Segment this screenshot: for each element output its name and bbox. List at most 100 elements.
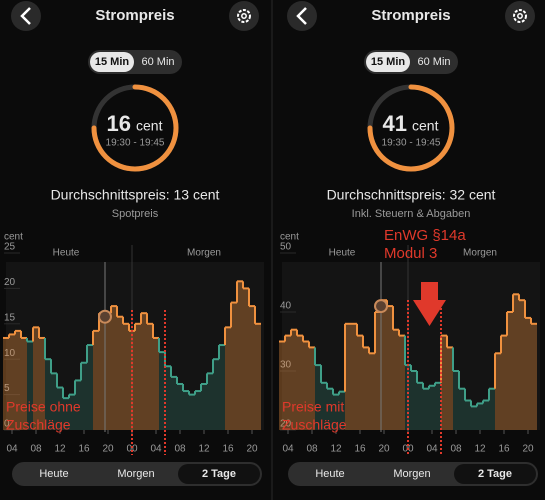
average-price: Durchschnittspreis: 13 cent xyxy=(51,187,220,203)
price-area xyxy=(201,383,207,430)
title: Strompreis xyxy=(371,7,450,24)
price-area xyxy=(69,394,75,430)
price-area xyxy=(507,312,513,430)
x-tick-label: 20 xyxy=(102,444,114,455)
toggle-option[interactable]: 15 Min xyxy=(95,56,130,68)
price-area xyxy=(183,391,189,430)
price-area xyxy=(453,371,459,430)
price-area xyxy=(501,335,507,430)
price-area xyxy=(213,359,219,430)
price-area xyxy=(513,294,519,430)
price-area xyxy=(531,323,537,430)
tab[interactable]: 2 Tage xyxy=(202,468,236,480)
price-area xyxy=(417,382,423,430)
price-area xyxy=(237,281,243,430)
ring-arc xyxy=(367,84,455,172)
price-area xyxy=(321,382,327,430)
x-tick-label: 04 xyxy=(150,444,162,455)
price-area xyxy=(39,337,45,430)
toggle-selected[interactable] xyxy=(90,52,134,72)
tab[interactable]: Morgen xyxy=(117,468,154,480)
price-area xyxy=(15,330,21,430)
tab-selected[interactable] xyxy=(454,464,536,484)
day-label: Morgen xyxy=(463,248,497,259)
price-area xyxy=(363,347,369,430)
price-area xyxy=(447,347,453,430)
price-area xyxy=(411,371,417,430)
back-button[interactable] xyxy=(11,1,41,31)
price-area xyxy=(105,313,111,430)
now-marker xyxy=(374,299,388,314)
x-tick-label: 12 xyxy=(198,444,210,455)
price-area xyxy=(189,394,195,430)
y-tick-label: 30 xyxy=(280,360,292,371)
day-label: Morgen xyxy=(187,248,221,259)
price-area xyxy=(465,400,471,430)
price-area xyxy=(159,352,165,430)
price-area xyxy=(93,330,99,430)
price-area xyxy=(177,383,183,430)
day-label: Heute xyxy=(329,248,356,259)
tab-selected[interactable] xyxy=(178,464,260,484)
y-tick-label: 50 xyxy=(280,242,292,253)
now-marker xyxy=(98,309,112,324)
price-area xyxy=(369,353,375,430)
price-area xyxy=(33,327,39,430)
toggle-selected[interactable] xyxy=(366,52,410,72)
settings-button[interactable] xyxy=(229,1,259,31)
settings-icon-hole xyxy=(517,13,523,19)
toggle-option[interactable]: 60 Min xyxy=(417,56,450,68)
x-tick-label: 20 xyxy=(246,444,258,455)
y-tick-label: 20 xyxy=(280,419,292,430)
x-tick-label: 16 xyxy=(498,444,510,455)
back-button[interactable] xyxy=(287,1,317,31)
x-tick-label: 08 xyxy=(30,444,42,455)
x-tick-label: 12 xyxy=(474,444,486,455)
price-subtitle: Inkl. Steuern & Abgaben xyxy=(352,208,471,220)
tab[interactable]: 2 Tage xyxy=(478,468,512,480)
price-area xyxy=(171,376,177,430)
price-area xyxy=(345,323,351,430)
price-area xyxy=(429,385,435,430)
x-tick-label: 04 xyxy=(6,444,18,455)
price-area xyxy=(195,391,201,430)
annotation: Preise mit xyxy=(282,399,344,415)
toggle-option[interactable]: 60 Min xyxy=(141,56,174,68)
toggle-option[interactable]: 15 Min xyxy=(371,56,406,68)
price-area xyxy=(357,335,363,430)
price-area xyxy=(87,345,93,430)
settings-button[interactable] xyxy=(505,1,535,31)
price-area xyxy=(255,323,261,430)
price-area xyxy=(123,323,129,430)
tab[interactable]: Heute xyxy=(315,468,344,480)
x-tick-label: 00 xyxy=(126,444,138,455)
x-tick-label: 16 xyxy=(222,444,234,455)
panel: Strompreis 15 Min 60 Min 41 cent 19:30 - 19:4… xyxy=(279,1,540,486)
price-area xyxy=(435,382,441,430)
price-area xyxy=(207,373,213,430)
price-area xyxy=(165,366,171,430)
price-area xyxy=(219,345,225,430)
price-area xyxy=(3,337,9,430)
x-tick-label: 04 xyxy=(426,444,438,455)
price-area xyxy=(489,388,495,430)
tab[interactable]: Heute xyxy=(39,468,68,480)
current-price: 41 xyxy=(383,111,407,136)
x-tick-label: 12 xyxy=(54,444,66,455)
price-area xyxy=(423,388,429,430)
y-tick-label: 25 xyxy=(4,242,16,253)
price-area xyxy=(249,306,255,430)
price-area xyxy=(57,387,63,430)
price-area xyxy=(243,288,249,430)
back-icon xyxy=(296,7,307,25)
x-tick-label: 20 xyxy=(378,444,390,455)
price-area xyxy=(297,335,303,430)
price-area xyxy=(519,300,525,430)
price-area xyxy=(45,359,51,430)
tab[interactable]: Morgen xyxy=(393,468,430,480)
settings-icon xyxy=(237,9,251,23)
y-axis-label: cent xyxy=(4,232,23,243)
price-area xyxy=(387,306,393,430)
